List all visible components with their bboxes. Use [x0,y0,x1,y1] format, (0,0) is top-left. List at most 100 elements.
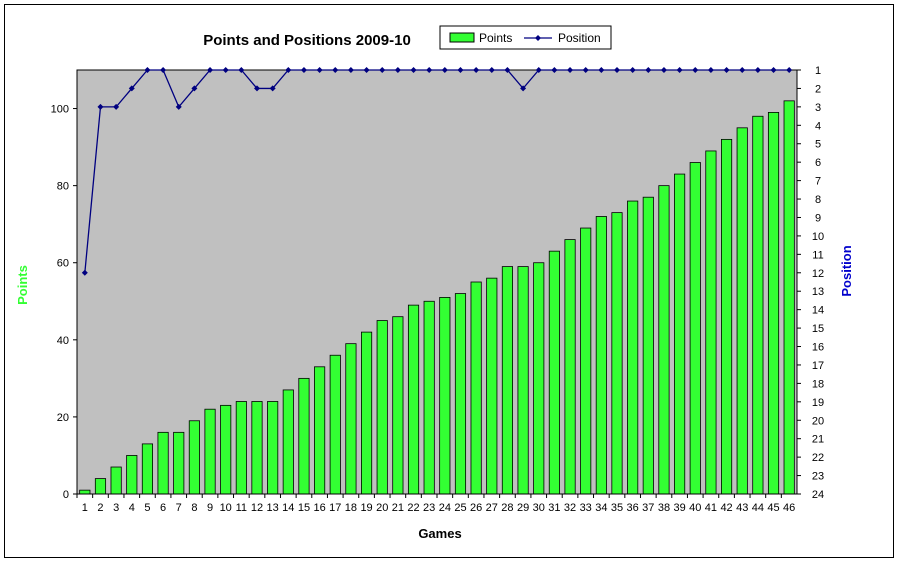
legend-position-label: Position [558,31,601,45]
left-tick-label: 20 [57,412,69,424]
right-tick-label: 18 [812,378,824,390]
right-tick-label: 7 [815,176,821,188]
x-tick-label: 3 [113,502,119,514]
bar-game-33 [580,227,592,495]
plot-area [76,69,798,495]
x-tick-label: 34 [595,502,607,514]
right-tick-label: 8 [815,194,821,206]
position-marker-game-21 [394,67,401,73]
position-marker-game-11 [238,67,245,73]
position-marker-game-6 [160,67,167,73]
position-marker-game-33 [582,67,589,73]
right-tick-label: 9 [815,212,821,224]
x-tick-label: 12 [251,502,263,514]
bar-game-45 [767,112,780,495]
x-tick-label: 20 [376,502,388,514]
x-tick-label: 5 [144,502,150,514]
position-marker-game-22 [410,67,417,73]
x-tick-label: 6 [160,502,166,514]
position-marker-game-28 [504,67,511,73]
right-tick-label: 22 [812,452,824,464]
bar-game-8 [188,420,200,495]
x-tick-label: 43 [736,502,748,514]
bar-game-29 [517,266,529,495]
x-tick-label: 18 [345,502,357,514]
bar-game-23 [423,300,435,495]
x-tick-label: 36 [627,502,639,514]
bar-game-7 [173,431,185,495]
right-tick-label: 14 [812,305,824,317]
position-marker-game-37 [645,67,652,73]
x-tick-label: 31 [548,502,560,514]
position-marker-game-1 [81,269,88,276]
y2-axis-label: Position [839,245,854,296]
position-marker-game-45 [770,67,777,73]
bar-game-20 [376,320,388,495]
bar-game-11 [235,401,247,495]
right-tick-label: 4 [815,120,821,132]
bar-game-37 [642,196,654,495]
bar-game-38 [658,185,670,495]
bar-game-4 [126,455,138,495]
x-tick-label: 4 [129,502,135,514]
x-tick-label: 8 [191,502,197,514]
right-tick-label: 24 [812,489,824,501]
bar-game-27 [486,277,498,495]
bar-game-14 [282,389,294,495]
x-tick-label: 24 [439,502,451,514]
position-marker-game-23 [426,67,433,73]
x-tick-label: 21 [392,502,404,514]
bar-game-6 [157,431,169,495]
bar-game-32 [564,239,576,495]
position-marker-game-9 [207,67,214,73]
position-marker-game-5 [144,67,151,73]
bar-game-5 [141,443,154,495]
bar-game-26 [470,281,482,495]
position-marker-game-20 [379,67,386,73]
left-axis: 0 20 40 60 80 100 [51,70,78,501]
position-marker-game-13 [269,85,276,92]
bar-game-12 [251,401,263,495]
x-tick-label: 29 [517,502,529,514]
right-tick-label: 15 [812,323,824,335]
bar-game-21 [392,316,404,495]
x-tick-label: 9 [207,502,213,514]
x-tick-label: 17 [329,502,341,514]
bar-game-2 [94,478,107,495]
right-tick-label: 12 [812,268,824,280]
position-marker-game-35 [614,67,620,73]
bar-game-42 [721,138,733,495]
bar-game-13 [267,401,279,495]
bar-game-17 [329,354,341,495]
x-tick-label: 10 [220,502,232,514]
x-tick-label: 1 [82,502,88,514]
position-marker-game-27 [488,67,495,73]
bar-game-31 [548,250,560,495]
position-marker-game-8 [191,85,198,92]
bar-game-44 [752,115,764,495]
position-marker-game-15 [300,67,307,73]
x-tick-label: 11 [236,502,247,514]
bar-game-35 [611,212,623,495]
right-tick-label: 17 [812,360,824,372]
legend-points-label: Points [479,31,512,45]
right-tick-label: 13 [812,286,824,298]
position-marker-game-16 [316,67,323,73]
position-marker-game-7 [175,103,182,110]
right-tick-label: 20 [812,415,824,427]
right-tick-label: 16 [812,342,824,354]
bar-game-24 [439,297,451,495]
bar-game-25 [454,293,467,495]
position-marker-game-10 [222,67,229,73]
x-tick-label: 26 [470,502,482,514]
position-line [84,69,790,273]
bar-game-3 [110,466,122,495]
left-tick-label: 40 [57,335,69,347]
x-tick-label: 33 [580,502,592,514]
x-tick-label: 40 [689,502,701,514]
x-tick-label: 30 [533,502,545,514]
position-marker-game-26 [473,67,480,73]
position-marker-game-18 [347,67,354,73]
position-marker-game-2 [97,103,104,110]
bar-game-46 [783,100,795,495]
